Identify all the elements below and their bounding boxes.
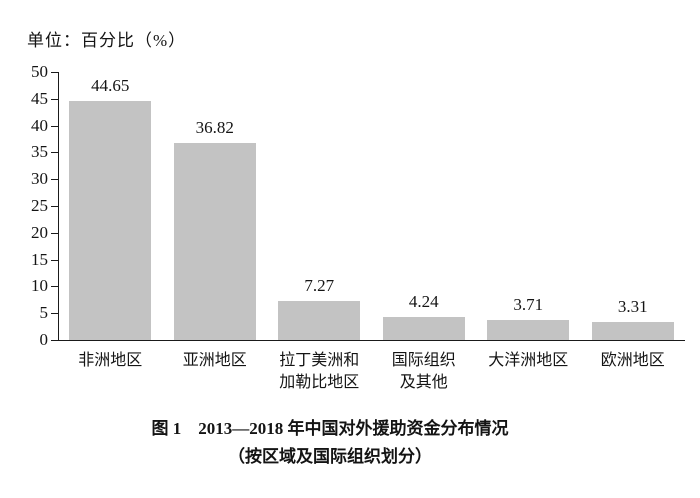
x-category-label: 国际组织 及其他 bbox=[391, 352, 456, 391]
bar-value-label: 36.82 bbox=[195, 117, 234, 137]
y-tick-label: 25 bbox=[31, 196, 48, 215]
x-category-label: 非洲地区 bbox=[78, 352, 143, 369]
y-tick-label: 45 bbox=[31, 88, 48, 108]
bar bbox=[591, 322, 674, 340]
bar-value-label: 44.65 bbox=[91, 75, 130, 95]
y-tick bbox=[51, 125, 58, 127]
unit-label: 单位：百分比（%） bbox=[27, 31, 187, 50]
y-tick-label: 50 bbox=[31, 62, 48, 81]
y-tick bbox=[51, 313, 58, 315]
x-axis bbox=[58, 340, 685, 341]
bar bbox=[487, 320, 570, 340]
x-category-label: 大洋洲地区 bbox=[488, 352, 569, 369]
bar bbox=[382, 317, 465, 340]
y-tick bbox=[51, 98, 58, 100]
y-tick-label: 35 bbox=[31, 142, 48, 162]
bar-value-label: 3.31 bbox=[617, 297, 648, 317]
y-tick-label: 5 bbox=[39, 303, 49, 323]
bar-value-label: 4.24 bbox=[408, 292, 439, 312]
y-tick-label: 15 bbox=[31, 249, 48, 269]
bar-value-label: 3.71 bbox=[513, 295, 544, 315]
y-tick-label: 10 bbox=[31, 276, 48, 296]
y-tick bbox=[51, 179, 58, 181]
y-tick-label: 0 bbox=[39, 330, 49, 349]
y-tick-label: 20 bbox=[31, 222, 48, 242]
x-category-label: 拉丁美洲和 加勒比地区 bbox=[279, 352, 360, 391]
y-tick bbox=[51, 72, 58, 73]
x-category-label: 欧洲地区 bbox=[600, 352, 665, 369]
y-tick bbox=[51, 340, 58, 341]
bar bbox=[278, 301, 361, 340]
x-category-label: 亚洲地区 bbox=[182, 352, 247, 369]
y-tick bbox=[51, 152, 58, 154]
y-axis bbox=[58, 72, 59, 340]
figure-caption-line2: （按区域及国际组织划分） bbox=[228, 447, 432, 466]
y-tick-label: 30 bbox=[31, 169, 48, 189]
bar bbox=[69, 100, 152, 340]
bar-value-label: 7.27 bbox=[304, 276, 335, 296]
y-tick bbox=[51, 232, 58, 234]
figure-caption-line1: 图 1 2013—2018 年中国对外援助资金分布情况 bbox=[151, 419, 509, 438]
y-tick bbox=[51, 206, 58, 207]
y-tick-label: 40 bbox=[31, 115, 48, 135]
y-tick bbox=[51, 286, 58, 288]
y-tick bbox=[51, 259, 58, 261]
bar bbox=[173, 142, 256, 340]
